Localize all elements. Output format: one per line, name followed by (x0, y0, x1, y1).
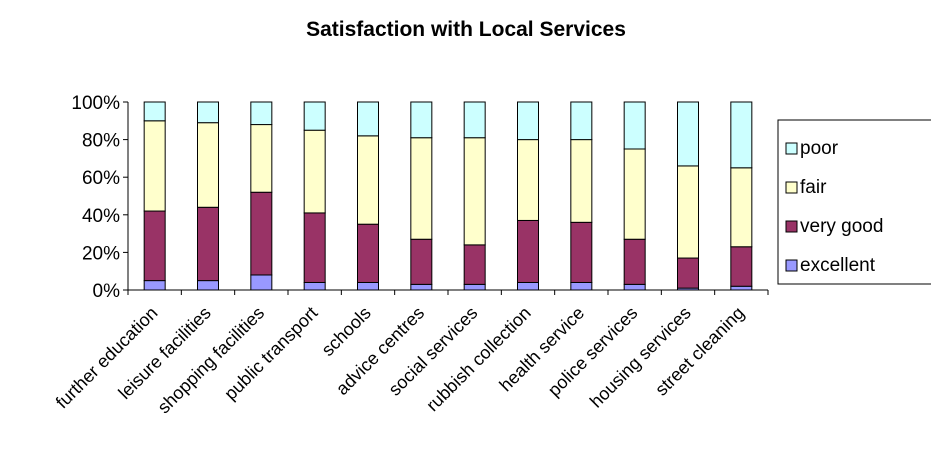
bar-segment-excellent (517, 281, 539, 291)
y-tick-label: 80% (82, 131, 120, 152)
bar-segment-fair (303, 129, 326, 214)
bar-segment-excellent (623, 283, 646, 291)
bar-segment-fair (623, 148, 646, 240)
bar-segment-fair (410, 137, 433, 240)
bar-segment-very-good (303, 212, 326, 283)
bar-segment-fair (357, 135, 379, 225)
legend-label: poor (800, 138, 839, 159)
bar-segment-excellent (143, 280, 166, 291)
legend-label: excellent (800, 255, 876, 276)
bar-segment-very-good (623, 238, 646, 285)
y-tick-label: 60% (82, 168, 120, 189)
legend-label: fair (800, 177, 827, 198)
legend: poor fair very good excellent (777, 119, 931, 285)
bar-segment-excellent (357, 281, 379, 291)
bar-segment-fair (570, 139, 593, 223)
bar-segment-very-good (677, 257, 699, 289)
legend-box (777, 119, 931, 285)
bar-segment-fair (677, 165, 699, 259)
bar-segment-excellent (197, 280, 219, 291)
legend-swatch (785, 220, 798, 233)
legend-swatch (785, 259, 798, 272)
legend-swatch (785, 142, 798, 155)
y-tick-label: 100% (71, 93, 120, 114)
bar-segment-very-good (250, 191, 273, 276)
legend-label: very good (800, 216, 883, 237)
category-label: leisure facilities (114, 303, 214, 403)
bar-segment-poor (623, 101, 646, 150)
bar-segment-poor (357, 101, 379, 137)
bar-segment-very-good (410, 238, 433, 285)
category-label: public transport (220, 303, 321, 404)
bar-segment-very-good (463, 244, 486, 285)
bar-segment-excellent (730, 285, 753, 291)
bar-segment-poor (410, 101, 433, 139)
bar-segment-poor (250, 101, 273, 126)
bar-segment-very-good (517, 219, 539, 283)
bar-segment-excellent (570, 281, 593, 291)
bar-segment-very-good (143, 210, 166, 282)
bar-segment-very-good (197, 206, 219, 282)
bar-segment-poor (730, 101, 753, 169)
bar-segment-very-good (730, 246, 753, 287)
bar-segment-very-good (357, 223, 379, 283)
bar-segment-excellent (303, 281, 326, 291)
bar-segment-fair (143, 120, 166, 212)
bar-segment-poor (143, 101, 166, 122)
bar-segment-poor (677, 101, 699, 167)
bar-segment-poor (303, 101, 326, 131)
bar-segment-fair (197, 122, 219, 208)
y-tick-label: 40% (82, 206, 120, 227)
legend-swatch (785, 181, 798, 194)
bar-segment-excellent (250, 274, 273, 291)
bar-segment-fair (250, 124, 273, 193)
bar-segment-poor (570, 101, 593, 141)
y-tick-label: 0% (93, 281, 121, 302)
bar-segment-excellent (463, 283, 486, 291)
plot-area: 0%20%40%60%80%100%further educationleisu… (52, 93, 769, 417)
bar-segment-poor (463, 101, 486, 139)
bar-segment-poor (197, 101, 219, 124)
bar-segment-very-good (570, 221, 593, 283)
bar-segment-fair (463, 137, 486, 246)
bar-segment-poor (517, 101, 539, 141)
bar-segment-fair (730, 167, 753, 248)
bar-segment-excellent (410, 283, 433, 291)
bar-segment-fair (517, 139, 539, 221)
y-tick-label: 20% (82, 243, 120, 264)
chart-title: Satisfaction with Local Services (306, 18, 626, 41)
